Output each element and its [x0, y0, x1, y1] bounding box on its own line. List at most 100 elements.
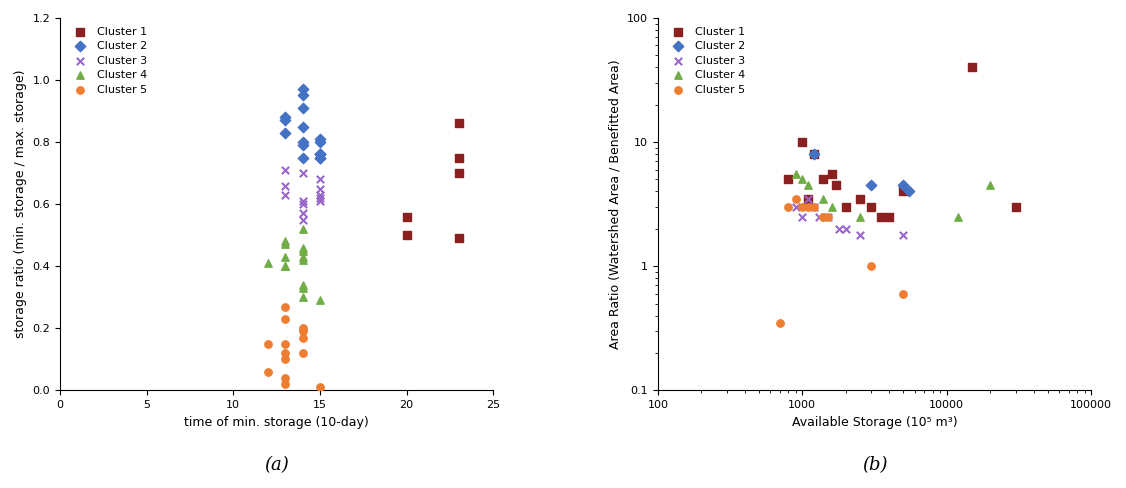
Cluster 1	[814, 176, 832, 183]
Cluster 3	[311, 175, 329, 183]
Cluster 5	[793, 203, 811, 211]
Cluster 1	[793, 138, 811, 146]
Cluster 2	[311, 154, 329, 162]
Cluster 4	[259, 259, 277, 267]
Cluster 2	[294, 154, 312, 162]
Cluster 2	[276, 129, 294, 137]
Cluster 5	[276, 349, 294, 357]
Cluster 3	[810, 213, 828, 221]
Cluster 3	[830, 225, 848, 233]
Cluster 4	[949, 213, 967, 221]
Cluster 2	[294, 92, 312, 100]
Cluster 2	[311, 151, 329, 159]
Cluster 5	[294, 349, 312, 357]
Cluster 4	[823, 203, 841, 211]
Cluster 4	[981, 181, 999, 189]
Cluster 2	[311, 154, 329, 162]
Cluster 4	[276, 263, 294, 270]
Cluster 1	[963, 63, 981, 71]
Cluster 1	[449, 154, 467, 162]
X-axis label: time of min. storage (10-day): time of min. storage (10-day)	[185, 416, 369, 428]
Cluster 3	[276, 191, 294, 199]
Text: (a): (a)	[265, 456, 289, 474]
Cluster 5	[894, 290, 912, 298]
Cluster 4	[799, 181, 817, 189]
Cluster 3	[837, 225, 855, 233]
Cluster 5	[814, 213, 832, 221]
Cluster 1	[449, 169, 467, 177]
Cluster 3	[276, 182, 294, 189]
Cluster 4	[294, 244, 312, 251]
Cluster 1	[851, 195, 869, 203]
Y-axis label: Area Ratio (Watershed Area / Benefitted Area): Area Ratio (Watershed Area / Benefitted …	[608, 60, 622, 349]
Cluster 5	[259, 340, 277, 348]
Cluster 2	[805, 150, 823, 158]
Cluster 2	[294, 141, 312, 149]
Cluster 2	[294, 85, 312, 93]
Cluster 2	[311, 138, 329, 146]
Cluster 5	[863, 263, 881, 270]
Cluster 5	[294, 327, 312, 335]
Cluster 1	[1007, 203, 1025, 211]
Cluster 1	[863, 203, 881, 211]
Legend: Cluster 1, Cluster 2, Cluster 3, Cluster 4, Cluster 5: Cluster 1, Cluster 2, Cluster 3, Cluster…	[663, 23, 748, 98]
Cluster 2	[311, 135, 329, 143]
Cluster 1	[397, 213, 415, 221]
Cluster 1	[779, 176, 797, 183]
Cluster 1	[449, 234, 467, 242]
Cluster 5	[276, 340, 294, 348]
Cluster 4	[787, 170, 805, 178]
Cluster 4	[851, 213, 869, 221]
Cluster 3	[894, 231, 912, 239]
Cluster 4	[294, 253, 312, 261]
Text: (b): (b)	[861, 456, 887, 474]
Cluster 3	[851, 231, 869, 239]
Cluster 5	[276, 315, 294, 323]
Cluster 1	[799, 195, 817, 203]
Cluster 3	[787, 203, 805, 211]
Cluster 5	[799, 203, 817, 211]
Cluster 2	[276, 113, 294, 121]
Cluster 2	[311, 151, 329, 159]
Cluster 2	[276, 117, 294, 124]
Cluster 4	[294, 256, 312, 264]
Cluster 3	[294, 216, 312, 224]
Cluster 4	[294, 247, 312, 255]
Cluster 5	[276, 380, 294, 388]
Cluster 5	[805, 203, 823, 211]
Cluster 4	[294, 293, 312, 301]
Cluster 1	[805, 150, 823, 158]
Cluster 5	[787, 195, 805, 203]
Cluster 4	[276, 238, 294, 245]
Cluster 3	[311, 194, 329, 202]
Cluster 3	[819, 213, 837, 221]
Cluster 4	[276, 263, 294, 270]
Cluster 3	[799, 195, 817, 203]
Cluster 4	[276, 253, 294, 261]
Cluster 4	[294, 284, 312, 292]
Cluster 3	[294, 197, 312, 205]
Cluster 5	[311, 384, 329, 391]
Cluster 2	[900, 187, 918, 195]
Cluster 5	[276, 355, 294, 363]
Cluster 5	[819, 213, 837, 221]
Cluster 3	[294, 169, 312, 177]
Cluster 3	[311, 185, 329, 193]
Cluster 1	[823, 170, 841, 178]
Cluster 2	[894, 181, 912, 189]
Cluster 1	[837, 203, 855, 211]
Cluster 1	[894, 187, 912, 195]
Cluster 5	[294, 334, 312, 342]
Cluster 3	[311, 197, 329, 205]
Cluster 3	[311, 191, 329, 199]
Cluster 2	[294, 122, 312, 130]
Cluster 5	[771, 319, 789, 327]
Cluster 1	[872, 213, 890, 221]
Cluster 2	[863, 181, 881, 189]
Cluster 2	[311, 151, 329, 159]
Cluster 4	[294, 225, 312, 233]
Cluster 1	[397, 231, 415, 239]
Cluster 5	[259, 368, 277, 376]
Legend: Cluster 1, Cluster 2, Cluster 3, Cluster 4, Cluster 5: Cluster 1, Cluster 2, Cluster 3, Cluster…	[65, 23, 150, 98]
Cluster 1	[881, 213, 899, 221]
